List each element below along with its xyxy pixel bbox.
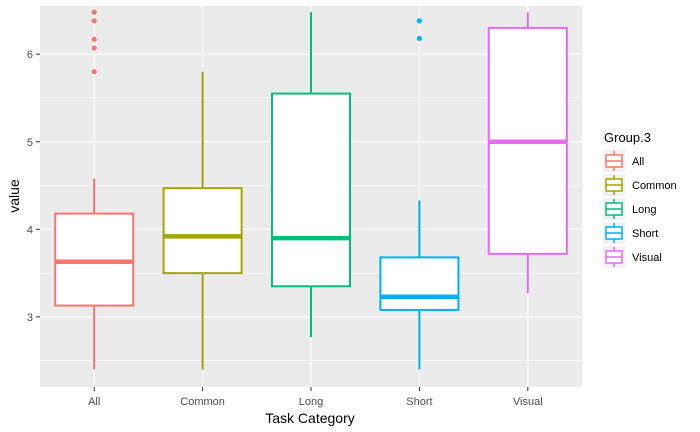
x-axis-title: Task Category <box>265 410 354 426</box>
legend-label: Common <box>632 180 677 192</box>
legend-item-long: Long <box>603 198 656 220</box>
y-tick-label: 3 <box>27 312 33 324</box>
legend-label: Short <box>632 228 658 240</box>
box-series <box>54 9 568 370</box>
outlier-point <box>91 9 97 15</box>
y-tick-label: 5 <box>27 137 33 149</box>
y-axis-title: value <box>6 179 22 213</box>
box-all <box>54 9 135 370</box>
x-tick-label: All <box>88 396 100 408</box>
legend-label: All <box>632 156 644 168</box>
legend-label: Visual <box>632 252 662 264</box>
box-iqr <box>379 256 460 311</box>
y-tick-label: 6 <box>27 49 33 61</box>
legend: Group.3 All Common Long Short Visual <box>603 130 677 268</box>
legend-title: Group.3 <box>604 130 651 145</box>
x-tick-label: Visual <box>513 396 543 408</box>
legend-label: Long <box>632 204 656 216</box>
box-common <box>162 71 243 370</box>
legend-item-short: Short <box>603 222 658 244</box>
y-tick-label: 4 <box>27 224 33 236</box>
box-iqr <box>162 187 243 275</box>
y-axis: 3 4 5 6 <box>27 49 40 324</box>
outlier-point <box>416 35 422 42</box>
x-tick-label: Short <box>406 396 432 408</box>
box-long <box>270 12 352 338</box>
box-short <box>379 18 460 370</box>
outlier-point <box>416 18 422 24</box>
x-tick-label: Common <box>180 396 225 408</box>
x-axis: All Common Long Short Visual <box>88 387 543 408</box>
legend-item-visual: Visual <box>603 246 662 268</box>
outlier-point <box>91 45 97 51</box>
legend-item-common: Common <box>603 174 677 196</box>
outlier-point <box>91 18 97 24</box>
outlier-point <box>91 36 97 42</box>
box-iqr <box>270 92 352 288</box>
x-tick-label: Long <box>299 396 323 408</box>
legend-item-all: All <box>603 150 644 172</box>
box-visual <box>487 12 568 294</box>
outlier-point <box>91 69 97 75</box>
